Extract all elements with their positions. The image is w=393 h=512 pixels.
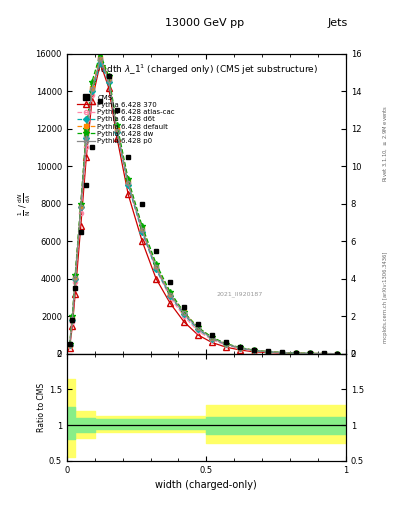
Y-axis label: Ratio to CMS: Ratio to CMS <box>37 382 46 432</box>
CMS <box>84 182 89 188</box>
CMS <box>106 73 111 79</box>
CMS <box>168 280 173 286</box>
CMS <box>115 107 119 113</box>
CMS <box>224 339 228 346</box>
Text: mcplots.cern.ch [arXiv:1306.3436]: mcplots.cern.ch [arXiv:1306.3436] <box>383 251 387 343</box>
CMS <box>98 98 103 104</box>
CMS <box>252 347 256 353</box>
Line: CMS: CMS <box>68 74 340 356</box>
CMS <box>79 229 83 235</box>
Text: Width $\lambda$_1$^1$ (charged only) (CMS jet substructure): Width $\lambda$_1$^1$ (charged only) (CM… <box>95 63 318 77</box>
CMS <box>321 350 326 356</box>
X-axis label: width (charged-only): width (charged-only) <box>156 480 257 490</box>
CMS <box>279 349 284 355</box>
CMS <box>335 351 340 357</box>
Legend: CMS, Pythia 6.428 370, Pythia 6.428 atlas-cac, Pythia 6.428 d6t, Pythia 6.428 de: CMS, Pythia 6.428 370, Pythia 6.428 atla… <box>76 93 176 145</box>
CMS <box>293 350 298 356</box>
CMS <box>237 344 242 350</box>
CMS <box>70 317 75 323</box>
CMS <box>196 321 200 327</box>
CMS <box>209 332 214 338</box>
Text: 13000 GeV pp: 13000 GeV pp <box>165 18 244 28</box>
CMS <box>126 154 130 160</box>
CMS <box>307 350 312 356</box>
CMS <box>90 144 94 151</box>
Text: Jets: Jets <box>327 18 348 28</box>
CMS <box>67 341 72 347</box>
CMS <box>73 285 77 291</box>
CMS <box>182 304 186 310</box>
CMS <box>140 201 145 207</box>
Text: 2021_II920187: 2021_II920187 <box>217 291 263 296</box>
Y-axis label: $\frac{1}{\mathrm{N}}$ / $\frac{\mathrm{d}N}{\mathrm{d}\lambda}$: $\frac{1}{\mathrm{N}}$ / $\frac{\mathrm{… <box>17 192 33 216</box>
CMS <box>154 247 158 253</box>
Text: Rivet 3.1.10, $\geq$ 2.9M events: Rivet 3.1.10, $\geq$ 2.9M events <box>381 105 389 182</box>
CMS <box>265 348 270 354</box>
